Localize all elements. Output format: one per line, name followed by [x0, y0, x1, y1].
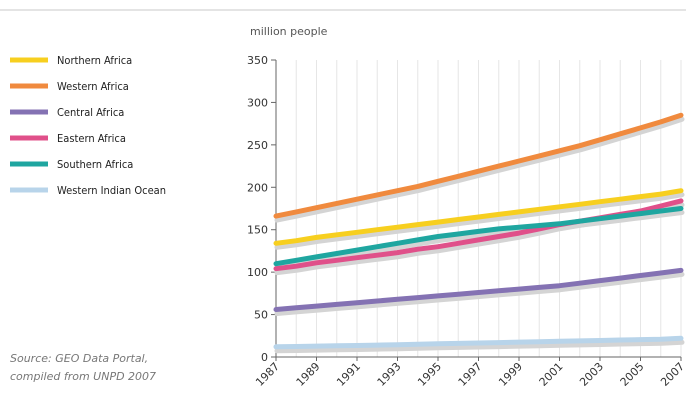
- series-shadow: [274, 210, 685, 271]
- series-shadow: [274, 339, 685, 354]
- y-tick-label: 250: [247, 139, 268, 152]
- y-axis-unit-label: million people: [250, 25, 328, 38]
- legend-label: Western Africa: [57, 80, 129, 93]
- y-tick-label: 150: [247, 224, 268, 237]
- legend-label: Southern Africa: [57, 158, 133, 171]
- x-tick-label: 1999: [496, 360, 525, 389]
- y-tick-label: 50: [254, 309, 268, 322]
- legend: Northern Africa Western Africa Central Afr…: [10, 54, 166, 197]
- series-line: [273, 188, 684, 246]
- x-tick-label: 2005: [618, 360, 647, 389]
- x-tick-label: 1995: [415, 360, 444, 389]
- x-axis-ticks: 1987 1989 1991 1993 1995 1997 1999 2001 2003 2005…: [253, 357, 686, 389]
- y-axis-ticks: 0 50 100 150 200 250 300 350: [247, 54, 276, 364]
- series-line: [273, 112, 684, 219]
- series-shadows: [274, 116, 685, 354]
- legend-label: Central Africa: [57, 106, 124, 119]
- source-note-line-2: compiled from UNPD 2007: [10, 370, 156, 383]
- y-tick-label: 0: [261, 351, 268, 364]
- series-line: [273, 335, 684, 350]
- source-note-line-1: Source: GEO Data Portal,: [10, 352, 148, 365]
- series-line: [273, 267, 684, 312]
- x-tick-label: 1987: [253, 360, 282, 389]
- series-line: [273, 206, 684, 267]
- series-shadow: [274, 192, 685, 250]
- y-tick-label: 200: [247, 181, 268, 194]
- series-lines: [273, 112, 684, 350]
- y-tick-label: 300: [247, 96, 268, 109]
- legend-label: Eastern Africa: [57, 132, 126, 145]
- x-tick-label: 1991: [334, 360, 363, 389]
- series-shadow: [274, 116, 685, 223]
- x-tick-label: 2003: [577, 360, 606, 389]
- x-tick-label: 2001: [537, 360, 566, 389]
- vertical-grid: [275, 60, 682, 357]
- y-tick-label: 350: [247, 54, 268, 67]
- x-tick-label: 1989: [294, 360, 323, 389]
- x-tick-label: 2007: [658, 360, 686, 389]
- x-tick-label: 1993: [375, 360, 404, 389]
- legend-label: Western Indian Ocean: [57, 184, 166, 197]
- x-tick-label: 1997: [456, 360, 485, 389]
- series-shadow: [274, 271, 685, 316]
- y-tick-label: 100: [247, 266, 268, 279]
- legend-label: Northern Africa: [57, 54, 132, 67]
